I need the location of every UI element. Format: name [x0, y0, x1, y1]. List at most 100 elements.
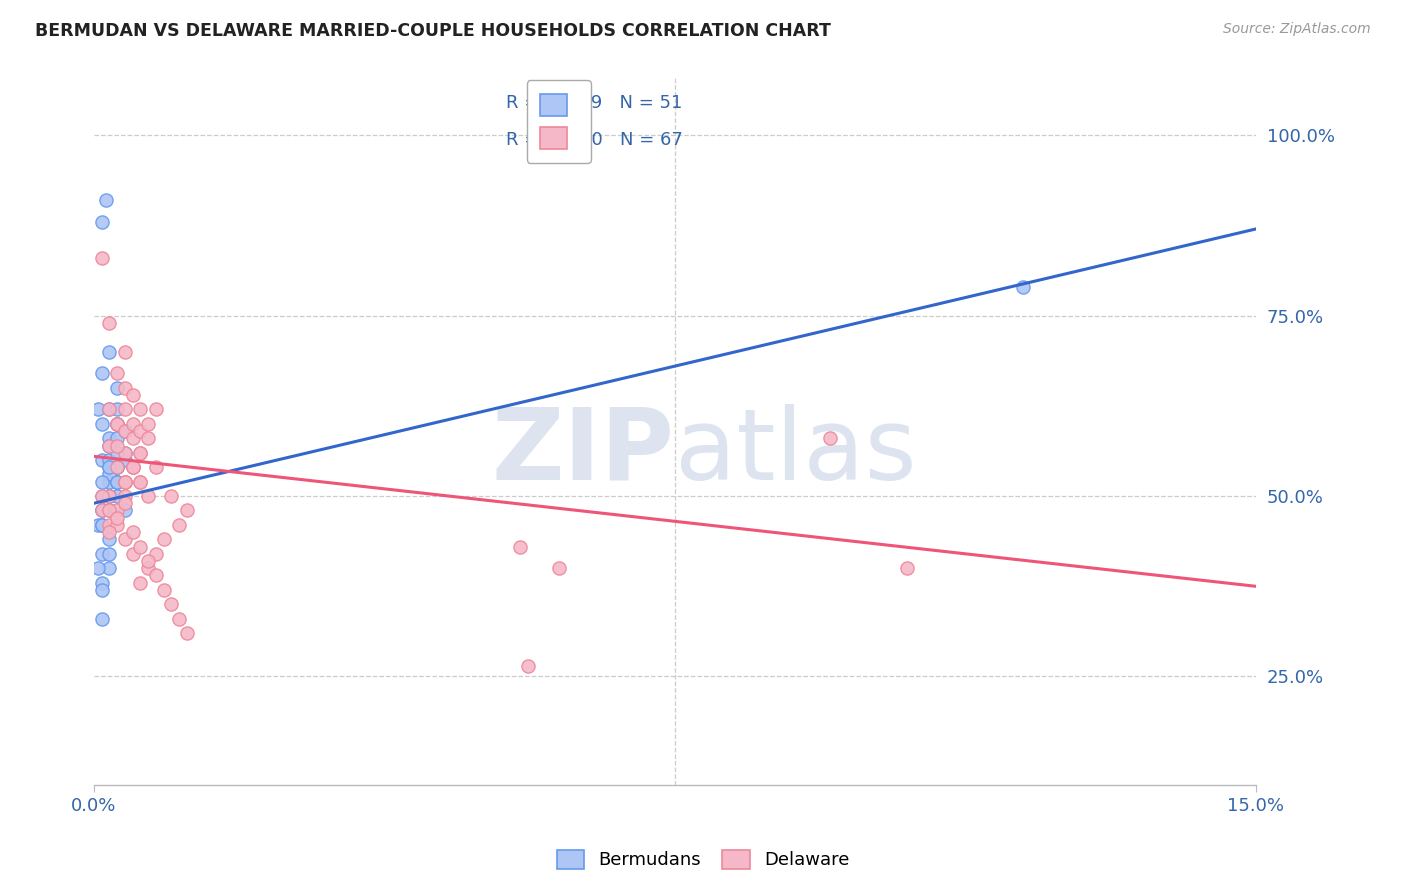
Point	[105, 475, 128, 489]
Point	[114, 475, 136, 489]
Point	[114, 381, 136, 395]
Point	[121, 388, 143, 402]
Point	[129, 446, 152, 460]
Point	[98, 503, 121, 517]
Text: R = -0.390   N = 67: R = -0.390 N = 67	[506, 130, 683, 149]
Point	[105, 446, 128, 460]
Point	[98, 438, 121, 452]
Point	[98, 525, 121, 540]
Text: Source: ZipAtlas.com: Source: ZipAtlas.com	[1223, 22, 1371, 37]
Point	[114, 475, 136, 489]
Point	[114, 446, 136, 460]
Point	[114, 533, 136, 547]
Point	[98, 489, 121, 503]
Point	[114, 503, 136, 517]
Point	[98, 402, 121, 417]
Point	[98, 316, 121, 330]
Point	[152, 533, 174, 547]
Point	[547, 561, 569, 575]
Legend: Bermudans, Delaware: Bermudans, Delaware	[547, 841, 859, 879]
Point	[98, 438, 121, 452]
Point	[98, 547, 121, 561]
Point	[121, 460, 143, 475]
Point	[145, 547, 167, 561]
Point	[98, 517, 121, 532]
Point	[94, 193, 117, 207]
Point	[114, 424, 136, 438]
Point	[105, 417, 128, 431]
Point	[90, 547, 112, 561]
Point	[90, 215, 112, 229]
Point	[98, 431, 121, 445]
Point	[136, 431, 159, 445]
Point	[98, 467, 121, 482]
Point	[176, 626, 198, 640]
Point	[105, 417, 128, 431]
Point	[105, 475, 128, 489]
Point	[105, 460, 128, 475]
Point	[160, 489, 183, 503]
Point	[90, 453, 112, 467]
Point	[105, 460, 128, 475]
Point	[105, 431, 128, 445]
Point	[1012, 279, 1035, 293]
Point	[87, 561, 110, 575]
Point	[98, 402, 121, 417]
Point	[145, 568, 167, 582]
Point	[98, 344, 121, 359]
Point	[90, 612, 112, 626]
Point	[90, 417, 112, 431]
Point	[129, 575, 152, 590]
Point	[90, 475, 112, 489]
Point	[90, 489, 112, 503]
Point	[818, 431, 841, 445]
Point	[98, 561, 121, 575]
Point	[105, 417, 128, 431]
Point	[105, 367, 128, 381]
Point	[176, 503, 198, 517]
Point	[98, 489, 121, 503]
Point	[90, 582, 112, 597]
Point	[105, 381, 128, 395]
Point	[98, 503, 121, 517]
Point	[167, 517, 190, 532]
Point	[129, 446, 152, 460]
Point	[98, 475, 121, 489]
Point	[114, 402, 136, 417]
Text: atlas: atlas	[675, 404, 917, 500]
Point	[121, 525, 143, 540]
Point	[160, 597, 183, 611]
Point	[105, 402, 128, 417]
Point	[129, 402, 152, 417]
Legend: , : ,	[526, 80, 591, 163]
Point	[121, 547, 143, 561]
Point	[136, 554, 159, 568]
Text: ZIP: ZIP	[492, 404, 675, 500]
Point	[98, 453, 121, 467]
Point	[114, 424, 136, 438]
Point	[98, 460, 121, 475]
Point	[145, 402, 167, 417]
Point	[105, 417, 128, 431]
Point	[90, 489, 112, 503]
Point	[90, 367, 112, 381]
Point	[129, 475, 152, 489]
Point	[136, 417, 159, 431]
Point	[90, 251, 112, 265]
Point	[105, 475, 128, 489]
Point	[90, 503, 112, 517]
Text: BERMUDAN VS DELAWARE MARRIED-COUPLE HOUSEHOLDS CORRELATION CHART: BERMUDAN VS DELAWARE MARRIED-COUPLE HOUS…	[35, 22, 831, 40]
Point	[896, 561, 918, 575]
Point	[121, 431, 143, 445]
Text: R =  0.349   N = 51: R = 0.349 N = 51	[506, 94, 683, 112]
Point	[509, 540, 531, 554]
Point	[129, 424, 152, 438]
Point	[152, 582, 174, 597]
Point	[105, 489, 128, 503]
Point	[114, 344, 136, 359]
Point	[114, 496, 136, 510]
Point	[90, 503, 112, 517]
Point	[98, 489, 121, 503]
Point	[105, 510, 128, 524]
Point	[90, 517, 112, 532]
